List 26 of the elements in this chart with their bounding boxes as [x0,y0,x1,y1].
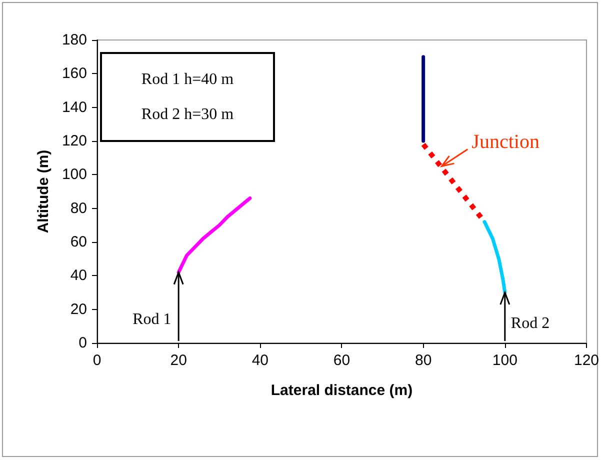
y-tick-label: 140 [62,98,87,116]
annotation: Rod 1 h=40 m [140,70,235,90]
x-tick-label: 80 [414,352,432,369]
y-tick-label: 160 [62,65,87,82]
y-tick-label: 80 [70,200,87,217]
annotation: Rod 2 h=30 m [140,105,235,125]
y-axis-title: Altitude (m) [35,150,52,234]
annotation: Rod 1 [132,311,172,329]
y-tick-label: 180 [62,32,87,48]
x-tick-label: 20 [170,352,187,369]
x-tick-label: 120 [574,352,599,369]
line-series [482,220,507,294]
y-tick-label: 20 [70,300,87,318]
x-tick-label: 0 [92,352,102,369]
y-tick-label: 120 [62,132,87,150]
annotation: Junction [472,131,540,154]
y-tick-label: 40 [70,267,87,284]
line-series [176,196,252,274]
x-tick-label: 40 [252,352,269,369]
y-tick-label: 60 [70,234,87,250]
x-tick-label: 60 [333,352,350,369]
y-tick-label: 100 [62,166,87,184]
annotation: Rod 2 [510,315,550,333]
x-tick-label: 100 [492,352,518,369]
y-tick-label: 0 [78,334,87,352]
x-axis-title: Lateral distance (m) [270,382,413,399]
